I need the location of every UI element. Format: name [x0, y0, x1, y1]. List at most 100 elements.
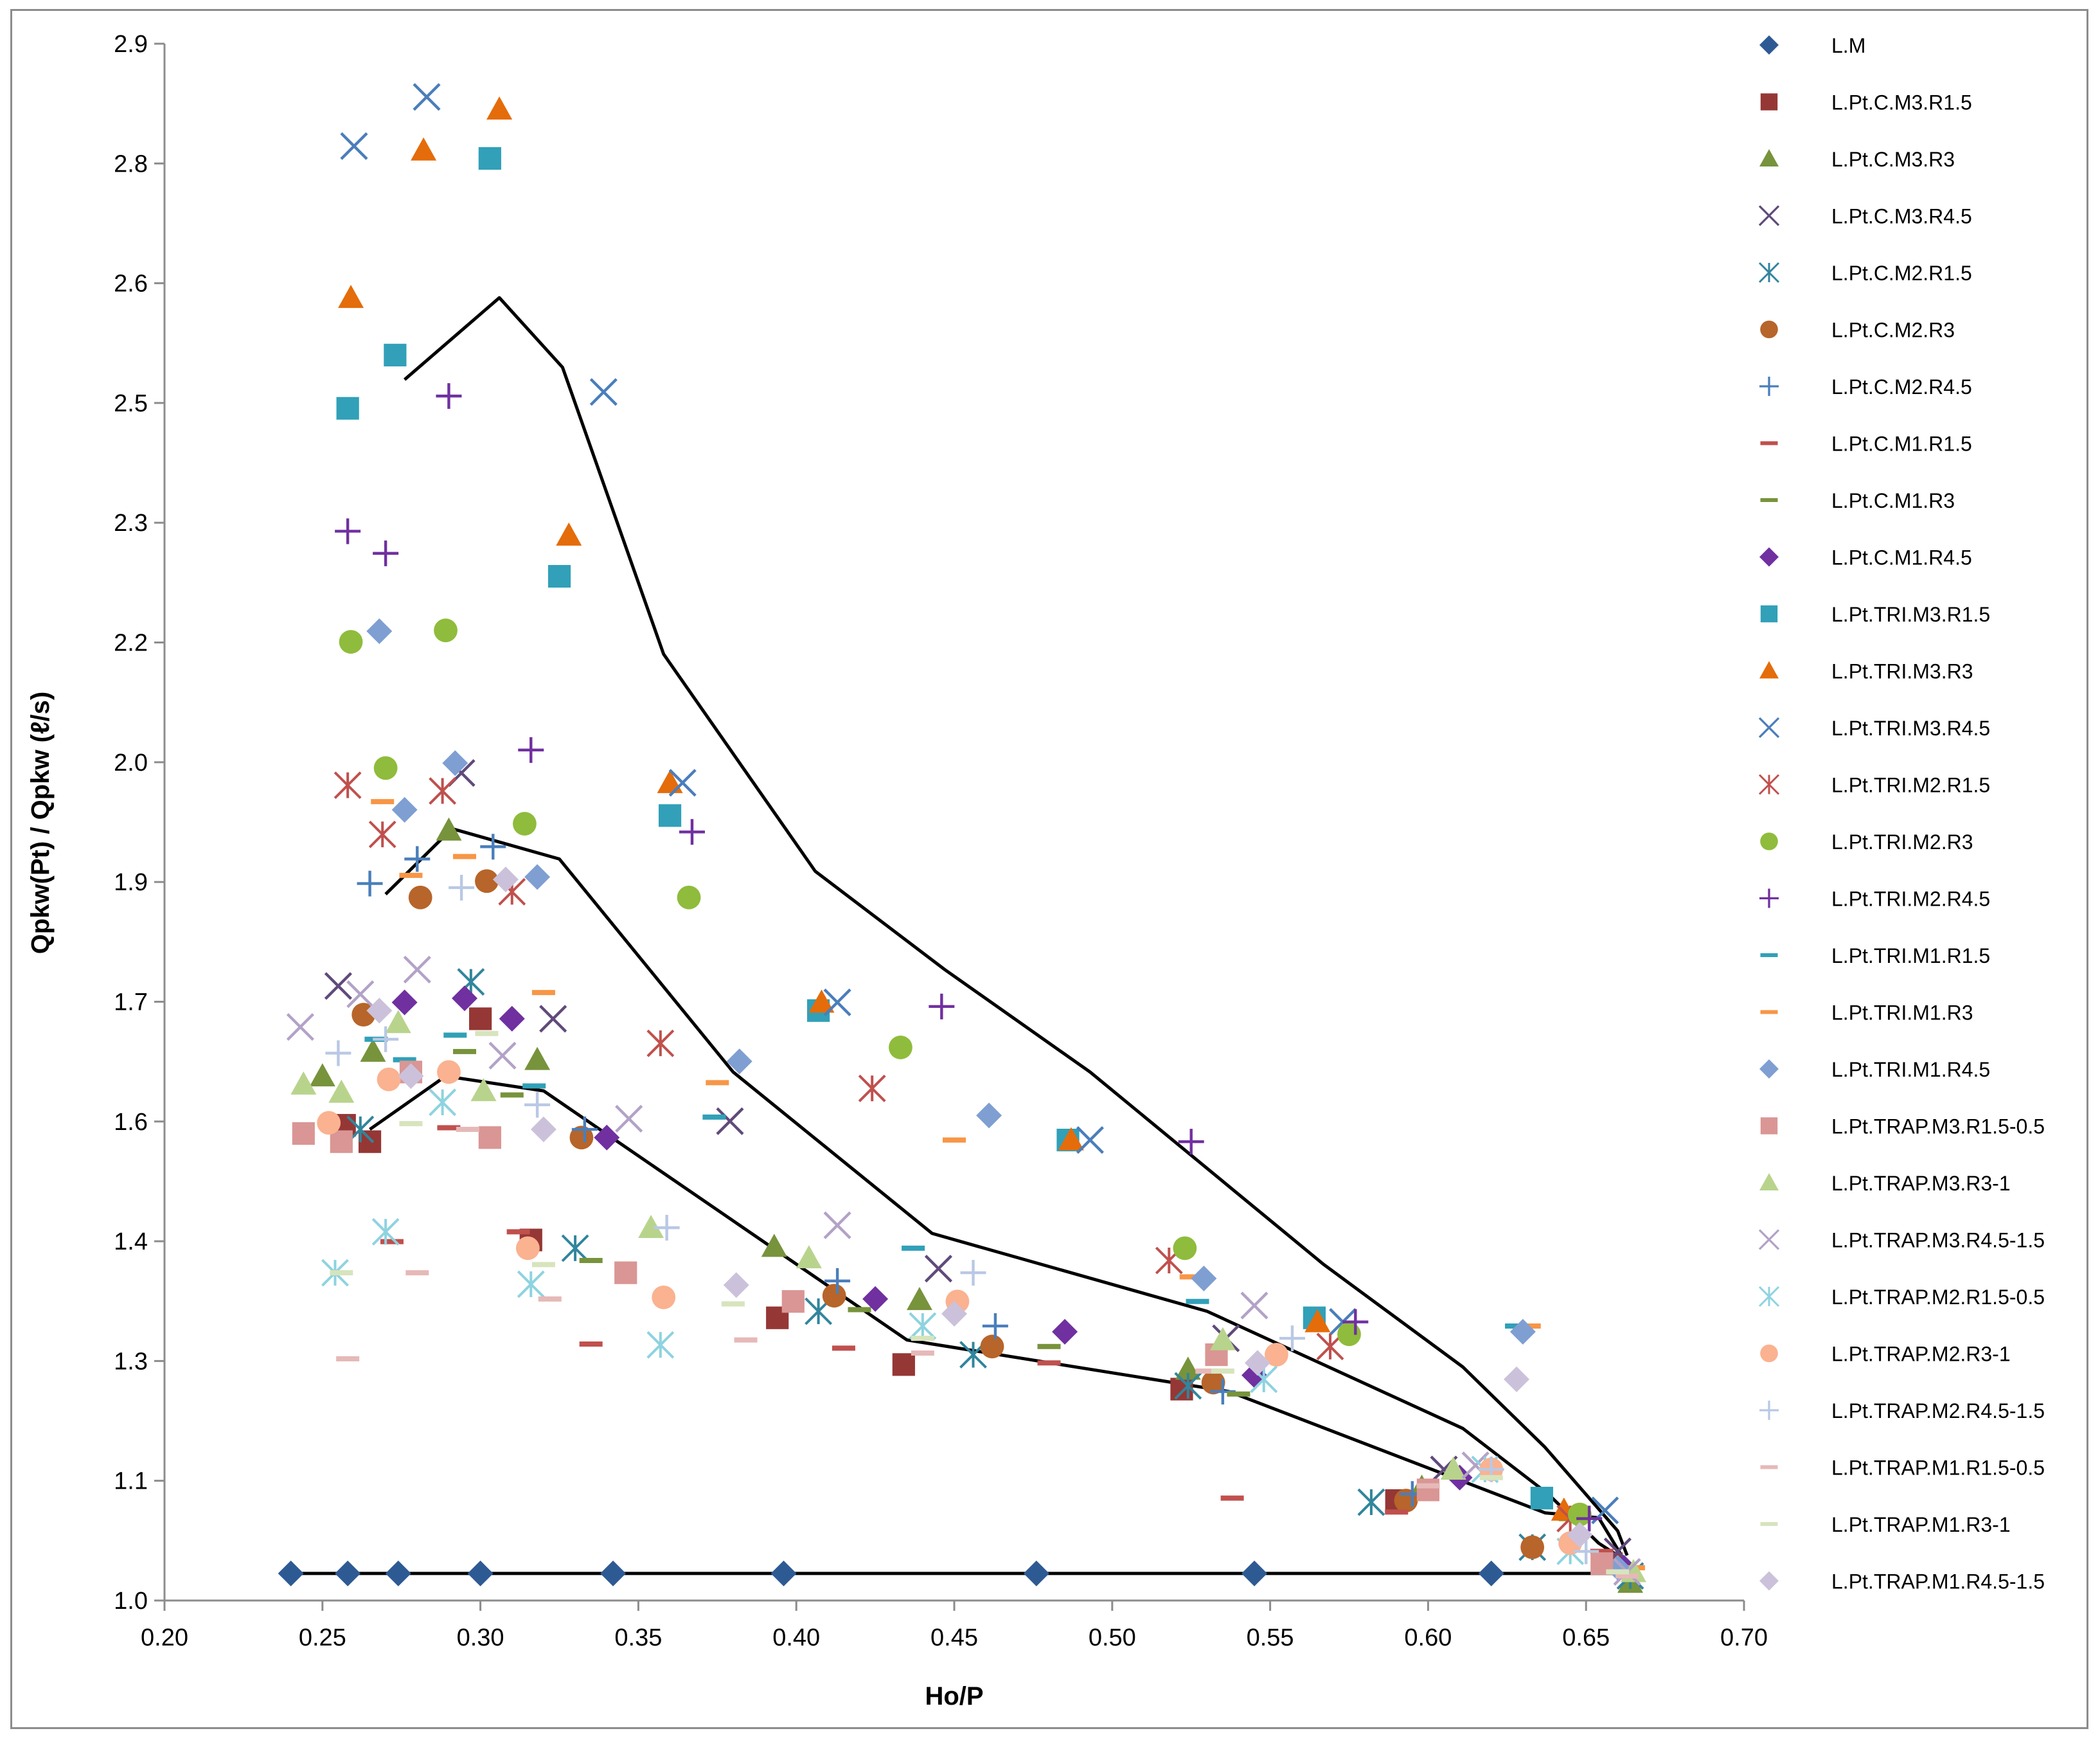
legend-label: L.Pt.TRAP.M2.R4.5-1.5: [1831, 1399, 2045, 1422]
data-point: [385, 1560, 411, 1586]
data-point: [391, 796, 418, 823]
data-point: [371, 799, 395, 805]
data-point: [429, 1088, 457, 1117]
series-l-pt-c-m1-r3: [453, 1048, 1582, 1521]
data-point: [902, 1245, 925, 1251]
y-tick-label: 2.9: [114, 31, 148, 58]
x-tick-label: 0.25: [299, 1624, 346, 1651]
data-point: [530, 1117, 556, 1143]
data-point: [325, 1040, 351, 1066]
data-point: [1342, 1309, 1369, 1335]
legend-marker: [1760, 1344, 1778, 1363]
data-point: [404, 846, 431, 872]
data-point: [1279, 1325, 1306, 1352]
legend-marker: [1760, 1117, 1778, 1135]
legend-label: L.Pt.TRAP.M2.R3-1: [1831, 1343, 2011, 1366]
series-l-pt-tri-m2-r3: [339, 618, 1592, 1527]
data-point: [1606, 1569, 1630, 1575]
data-point: [366, 998, 393, 1024]
legend-label: L.Pt.C.M3.R1.5: [1831, 91, 1972, 114]
legend-label: L.M: [1831, 34, 1865, 57]
data-point: [571, 1117, 598, 1143]
series-l-pt-c-m1-r4-5: [391, 985, 1637, 1581]
data-point: [524, 1046, 551, 1070]
data-point: [335, 1560, 361, 1586]
data-point: [524, 864, 551, 890]
data-point: [658, 804, 682, 827]
data-point: [1265, 1343, 1288, 1367]
data-point: [976, 1102, 1002, 1129]
legend-marker: [1758, 1286, 1780, 1307]
data-point: [336, 397, 359, 420]
data-point: [1076, 1126, 1104, 1154]
legend-marker: [1759, 1401, 1779, 1420]
data-point: [1416, 1478, 1439, 1502]
data-point: [309, 1063, 335, 1087]
data-point: [290, 1071, 317, 1095]
data-point: [657, 769, 683, 793]
legend-item: L.Pt.TRI.M2.R4.5: [1759, 888, 1990, 911]
data-point: [531, 1262, 555, 1268]
data-point: [646, 1029, 675, 1057]
data-point: [615, 1104, 643, 1133]
data-point: [413, 83, 441, 111]
legend-marker: [1760, 93, 1778, 111]
data-point: [1241, 1560, 1268, 1586]
data-point: [706, 1080, 729, 1086]
data-point: [434, 618, 458, 643]
x-tick-label: 0.30: [457, 1624, 504, 1651]
data-point: [408, 885, 432, 910]
x-tick-label: 0.45: [930, 1624, 978, 1651]
legend-marker: [1759, 377, 1779, 396]
legend-label: L.Pt.TRAP.M1.R4.5-1.5: [1831, 1570, 2045, 1593]
series-l-pt-tri-m2-r4-5: [335, 383, 1603, 1532]
series-l-pt-tri-m2-r1-5: [334, 771, 1585, 1532]
data-point: [1209, 1327, 1236, 1350]
legend-item: L.Pt.C.M3.R1.5: [1760, 91, 1972, 114]
data-point: [373, 1026, 399, 1052]
data-point: [475, 869, 499, 893]
data-points: [278, 83, 1646, 1593]
legend-item: L.Pt.TRI.M1.R1.5: [1760, 944, 1990, 967]
data-point: [1227, 1391, 1250, 1397]
axes: [163, 44, 1744, 1602]
data-point: [761, 1233, 787, 1257]
series-l-pt-tri-m1-r4-5: [366, 618, 1631, 1581]
data-point: [1179, 1274, 1203, 1280]
series-l-pt-c-m3-r4-5: [324, 758, 1632, 1566]
y-tick-label: 2.2: [114, 630, 148, 657]
data-point: [437, 1125, 461, 1131]
data-point: [538, 1296, 562, 1302]
data-point: [1567, 1502, 1592, 1527]
data-point: [499, 1005, 525, 1032]
y-tick-label: 1.7: [114, 989, 148, 1016]
data-point: [858, 1074, 886, 1102]
data-point: [892, 1353, 915, 1376]
y-tick-label: 1.1: [114, 1468, 148, 1495]
legend-marker: [1758, 205, 1780, 226]
data-point: [911, 1350, 934, 1356]
legend-item: L.Pt.TRAP.M2.R3-1: [1760, 1343, 2011, 1366]
data-point: [492, 866, 519, 893]
legend-item: L.Pt.TRI.M1.R4.5: [1759, 1058, 1990, 1081]
legend-marker: [1760, 605, 1778, 623]
legend-label: L.Pt.C.M2.R4.5: [1831, 375, 1972, 399]
legend-item: L.Pt.C.M2.R4.5: [1759, 375, 1972, 399]
data-point: [522, 1083, 546, 1089]
data-point: [469, 1007, 492, 1030]
data-point: [889, 1036, 912, 1059]
legend-label: L.Pt.TRAP.M1.R3-1: [1831, 1513, 2011, 1536]
data-point: [475, 1030, 499, 1036]
trend-curves: [290, 296, 1629, 1575]
legend-marker: [1760, 1465, 1778, 1469]
legend-label: L.Pt.TRI.M1.R1.5: [1831, 944, 1990, 967]
data-point: [679, 819, 705, 845]
series-l-pt-c-m2-r3: [351, 869, 1545, 1559]
data-point: [385, 1010, 411, 1034]
data-point: [1385, 1509, 1409, 1515]
x-tick-label: 0.65: [1562, 1624, 1610, 1651]
data-point: [399, 1121, 423, 1127]
data-point: [384, 343, 407, 366]
legend-label: L.Pt.C.M3.R4.5: [1831, 205, 1972, 228]
data-point: [646, 1331, 675, 1359]
